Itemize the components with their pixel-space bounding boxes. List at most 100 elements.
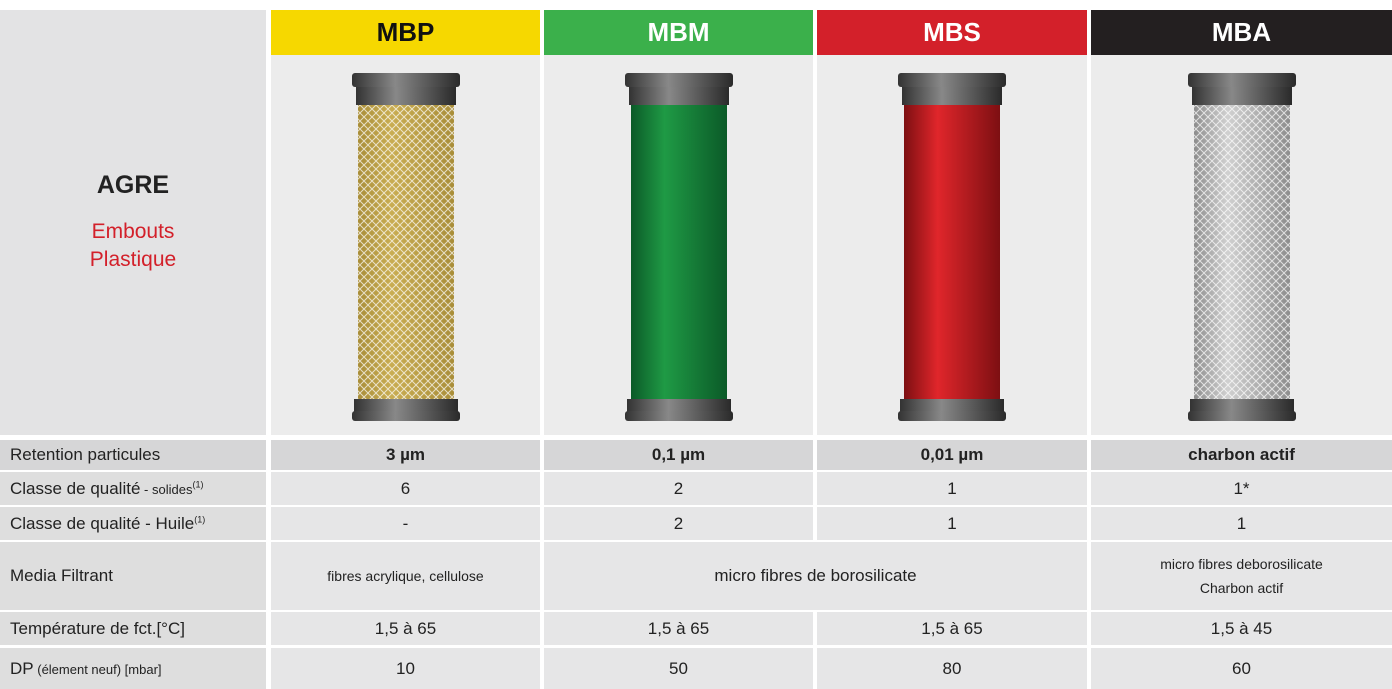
cell-text: micro fibres deborosilicate bbox=[1160, 556, 1323, 572]
cap bbox=[1191, 87, 1292, 105]
label-main: DP bbox=[10, 658, 34, 678]
label-text: Classe de qualité - Huile(1) bbox=[10, 514, 266, 534]
cell-text: 1 bbox=[947, 513, 957, 533]
label-main: Température de fct.[°C] bbox=[10, 618, 185, 638]
label-main: Classe de qualité - Huile bbox=[10, 513, 195, 533]
cell: 10 bbox=[271, 648, 540, 689]
cell-text: 1 bbox=[947, 478, 957, 498]
label-text: DP (élement neuf) [mbar] bbox=[10, 659, 266, 679]
cell-text: 1* bbox=[1233, 478, 1250, 498]
cell-text: 1,5 à 65 bbox=[647, 618, 710, 638]
cell: - bbox=[271, 507, 540, 540]
cell: 2 bbox=[544, 472, 813, 505]
cell-text: 50 bbox=[669, 658, 688, 678]
cap bbox=[351, 73, 460, 87]
brand: AGRE bbox=[96, 171, 170, 199]
cell-text: 0,01 µm bbox=[920, 445, 984, 464]
cell: 1,5 à 45 bbox=[1091, 612, 1392, 645]
label-text: Classe de qualité - solides(1) bbox=[10, 479, 266, 499]
filter-drawing bbox=[351, 73, 460, 421]
cell-text: fibres acrylique, cellulose bbox=[327, 568, 484, 584]
brand-panel: AGRE Embouts Plastique bbox=[0, 10, 266, 435]
label-main: Classe de qualité bbox=[10, 478, 141, 498]
row-label: Retention particules bbox=[0, 440, 266, 470]
cap bbox=[353, 399, 458, 413]
cell: 50 bbox=[544, 648, 813, 689]
row-label: Classe de qualité - Huile(1) bbox=[0, 507, 266, 540]
filter-drawing bbox=[624, 73, 733, 421]
label-small: - solides bbox=[140, 481, 193, 497]
cell: charbon actif bbox=[1091, 440, 1392, 470]
cell-text: 1 bbox=[1236, 513, 1247, 533]
cell-text: 2 bbox=[673, 478, 684, 498]
cell-text: micro fibres de borosilicate bbox=[714, 566, 917, 585]
column-header: MBA bbox=[1091, 10, 1392, 55]
filter-mesh bbox=[357, 103, 454, 403]
cell: 60 bbox=[1091, 648, 1392, 689]
cell: 1 bbox=[817, 507, 1087, 540]
column-header: MBM bbox=[544, 10, 813, 55]
label-main: Retention particules bbox=[10, 445, 161, 464]
filter-drawing bbox=[1187, 73, 1296, 421]
filter-body bbox=[904, 103, 1000, 403]
cap bbox=[898, 411, 1006, 421]
cell-text: 6 bbox=[400, 478, 411, 498]
subtitle-line: Plastique bbox=[89, 248, 177, 271]
cell: 3 µm bbox=[271, 440, 540, 470]
cell: 1* bbox=[1091, 472, 1392, 505]
row-label: Media Filtrant bbox=[0, 542, 266, 610]
cell: 1,5 à 65 bbox=[271, 612, 540, 645]
label-small: (élement neuf) [mbar] bbox=[33, 661, 162, 677]
label-text: Media Filtrant bbox=[10, 566, 266, 586]
cap bbox=[355, 87, 456, 105]
cap bbox=[902, 87, 1002, 105]
product-image bbox=[544, 55, 813, 435]
cap bbox=[898, 73, 1006, 87]
column-header: MBP bbox=[271, 10, 540, 55]
cell: 1,5 à 65 bbox=[817, 612, 1087, 645]
filter-drawing bbox=[898, 73, 1006, 421]
cell: 6 bbox=[271, 472, 540, 505]
cap bbox=[351, 411, 460, 421]
cell: 0,1 µm bbox=[544, 440, 813, 470]
cap bbox=[628, 87, 729, 105]
cell-text: 80 bbox=[942, 658, 962, 678]
label-sup: (1) bbox=[192, 478, 204, 489]
cap bbox=[626, 399, 731, 413]
cap bbox=[900, 399, 1004, 413]
cell-text: 0,1 µm bbox=[651, 445, 706, 464]
cap bbox=[1187, 73, 1296, 87]
cell: 1 bbox=[1091, 507, 1392, 540]
row-label: Température de fct.[°C] bbox=[0, 612, 266, 645]
cap bbox=[624, 411, 733, 421]
filter-mesh bbox=[1193, 103, 1290, 403]
row-label: Classe de qualité - solides(1) bbox=[0, 472, 266, 505]
filter-body bbox=[630, 103, 727, 403]
product-image bbox=[1091, 55, 1392, 435]
cell-text: - bbox=[402, 513, 409, 533]
column-header: MBS bbox=[817, 10, 1087, 55]
cell-text: charbon actif bbox=[1188, 445, 1295, 464]
label-text: Retention particules bbox=[10, 445, 266, 465]
product-image bbox=[271, 55, 540, 435]
cell-text: 3 µm bbox=[385, 445, 426, 464]
cell: 1,5 à 65 bbox=[544, 612, 813, 645]
cell-text: 1,5 à 65 bbox=[921, 618, 983, 638]
label-sup: (1) bbox=[194, 513, 206, 524]
cell: fibres acrylique, cellulose bbox=[271, 542, 540, 610]
row-label: DP (élement neuf) [mbar] bbox=[0, 648, 266, 689]
cell-text: 10 bbox=[396, 658, 415, 678]
label-text: Température de fct.[°C] bbox=[10, 619, 266, 639]
subtitle-line: Embouts bbox=[91, 220, 175, 243]
label-main: Media Filtrant bbox=[10, 566, 113, 585]
cell: 80 bbox=[817, 648, 1087, 689]
cell-text: 60 bbox=[1232, 658, 1251, 678]
cell: 0,01 µm bbox=[817, 440, 1087, 470]
product-image bbox=[817, 55, 1087, 435]
cell-text: 2 bbox=[673, 513, 684, 533]
cap bbox=[624, 73, 733, 87]
cap bbox=[1187, 411, 1296, 421]
cap bbox=[1189, 399, 1294, 413]
cell: micro fibres deborosilicate Charbon actif bbox=[1091, 542, 1392, 610]
